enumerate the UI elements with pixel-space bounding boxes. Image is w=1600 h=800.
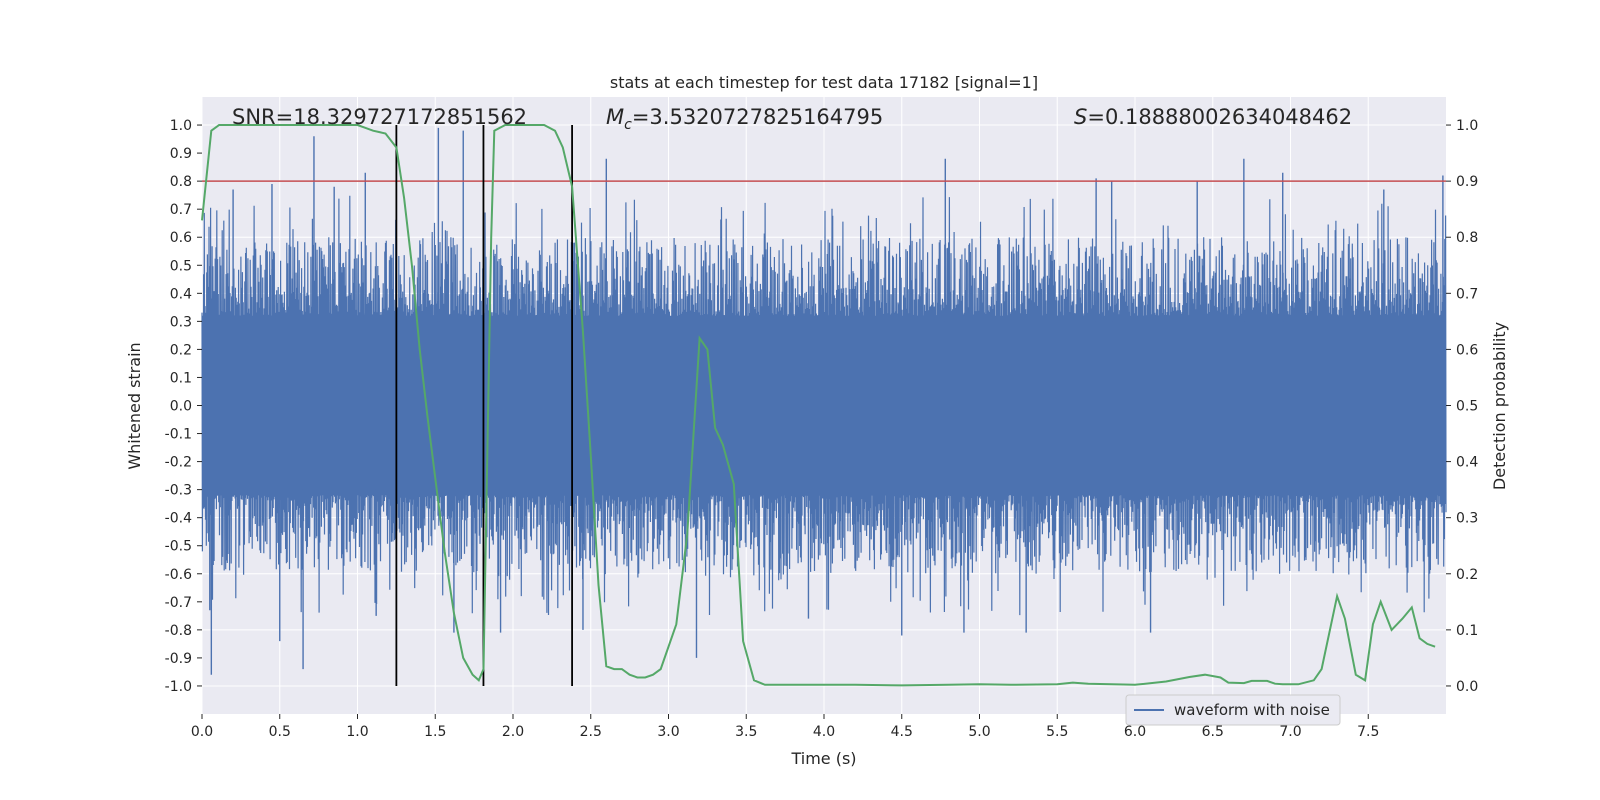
y-left-tick-label: 0.8 xyxy=(170,174,192,190)
waveform-core-band xyxy=(202,321,1446,490)
y-left-tick-label: 0.6 xyxy=(170,230,192,246)
x-tick-label: 7.0 xyxy=(1279,724,1301,740)
waveform-with-noise-series xyxy=(201,127,1447,675)
x-tick-label: 3.5 xyxy=(735,724,757,740)
x-tick-label: 0.0 xyxy=(191,724,213,740)
y-left-tick-label: 0.5 xyxy=(170,258,192,274)
x-tick-label: 1.5 xyxy=(424,724,446,740)
chirp-mass-symbol: M xyxy=(606,105,624,129)
axes-layer: 0.0 0.5 1.0 1.5 2.0 2.5 3.0 3.5 4.0 4.5 5.0 5.5 6.0 6… xyxy=(165,118,1479,740)
x-tick-label: 2.5 xyxy=(580,724,602,740)
s-statistic-annotation: S=0.18888002634048462 xyxy=(1074,105,1352,129)
x-tick-label: 3.0 xyxy=(657,724,679,740)
y-right-tick-label: 0.3 xyxy=(1456,511,1478,527)
y-left-tick-label: 0.3 xyxy=(170,314,192,330)
x-tick-label: 6.0 xyxy=(1124,724,1146,740)
chirp-mass-subscript: c xyxy=(624,117,632,133)
y-right-tick-label: 0.7 xyxy=(1456,286,1478,302)
y-right-tick-label: 0.0 xyxy=(1456,679,1478,695)
y-right-tick-label: 0.9 xyxy=(1456,174,1478,190)
x-tick-label: 5.0 xyxy=(968,724,990,740)
y-left-tick-label: -0.5 xyxy=(165,539,192,555)
y-left-tick-label: 1.0 xyxy=(170,118,192,134)
chirp-mass-value: =3.5320727825164795 xyxy=(632,105,883,129)
chirp-mass-annotation: Mc=3.5320727825164795 xyxy=(606,105,883,133)
y-right-tick-label: 0.1 xyxy=(1456,623,1478,639)
y-left-tick-label: -0.7 xyxy=(165,595,192,611)
y-left-tick-label: -0.3 xyxy=(165,483,192,499)
y-right-tick-label: 0.8 xyxy=(1456,230,1478,246)
x-tick-label: 6.5 xyxy=(1202,724,1224,740)
x-axis-label: Time (s) xyxy=(790,749,856,768)
x-tick-label: 0.5 xyxy=(269,724,291,740)
y-left-tick-label: 0.0 xyxy=(170,399,192,415)
y-right-tick-label: 1.0 xyxy=(1456,118,1478,134)
legend-label: waveform with noise xyxy=(1174,701,1330,719)
legend: waveform with noise xyxy=(1125,694,1341,726)
y-axis-left-label: Whitened strain xyxy=(125,342,144,469)
chart-title: stats at each timestep for test data 171… xyxy=(610,73,1038,92)
y-left-tick-label: 0.2 xyxy=(170,342,192,358)
y-right-tick-label: 0.2 xyxy=(1456,567,1478,583)
legend-box xyxy=(1125,694,1341,726)
y-left-tick-label: 0.1 xyxy=(170,370,192,386)
s-statistic-symbol: S xyxy=(1074,105,1087,129)
y-left-tick-label: -1.0 xyxy=(165,679,192,695)
y-left-tick-label: 0.7 xyxy=(170,202,192,218)
y-right-tick-label: 0.6 xyxy=(1456,342,1478,358)
y-left-tick-label: -0.4 xyxy=(165,511,192,527)
x-tick-label: 1.0 xyxy=(346,724,368,740)
y-left-tick-label: -0.9 xyxy=(165,651,192,667)
y-axis-right-label: Detection probability xyxy=(1490,322,1509,490)
y-right-tick-label: 0.4 xyxy=(1456,455,1478,471)
x-tick-label: 2.0 xyxy=(502,724,524,740)
x-tick-label: 4.5 xyxy=(891,724,913,740)
x-tick-label: 7.5 xyxy=(1357,724,1379,740)
y-left-tick-label: -0.6 xyxy=(165,567,192,583)
y-right-tick-label: 0.5 xyxy=(1456,399,1478,415)
y-left-tick-label: -0.2 xyxy=(165,455,192,471)
x-tick-label: 5.5 xyxy=(1046,724,1068,740)
s-statistic-value: =0.18888002634048462 xyxy=(1087,105,1352,129)
x-tick-label: 4.0 xyxy=(813,724,835,740)
detection-probability-line xyxy=(201,124,1436,687)
y-left-tick-label: -0.1 xyxy=(165,427,192,443)
overlay-layer xyxy=(201,124,1446,687)
y-left-tick-label: 0.9 xyxy=(170,146,192,162)
y-left-tick-label: 0.4 xyxy=(170,286,192,302)
snr-annotation: SNR=18.329727172851562 xyxy=(232,105,527,129)
y-left-tick-label: -0.8 xyxy=(165,623,192,639)
